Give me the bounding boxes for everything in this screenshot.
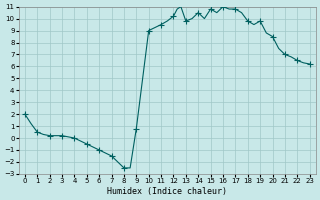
X-axis label: Humidex (Indice chaleur): Humidex (Indice chaleur) xyxy=(107,187,227,196)
